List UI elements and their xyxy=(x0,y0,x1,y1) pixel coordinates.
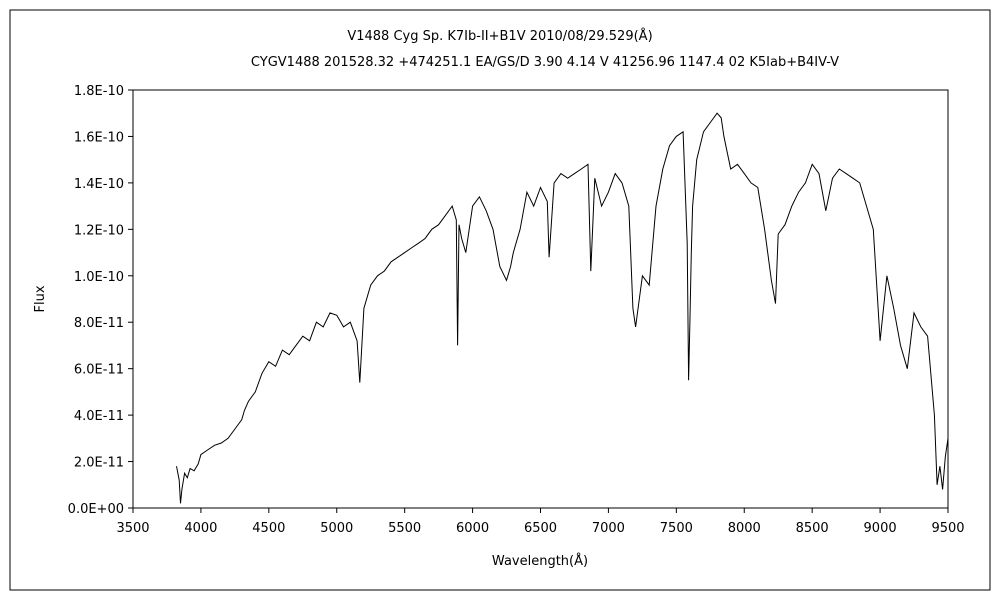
series-line-flux xyxy=(176,112,949,504)
x-tick-label: 4500 xyxy=(252,521,285,536)
y-tick-label: 1.4E-10 xyxy=(74,177,124,192)
x-tick-label: 8000 xyxy=(728,521,761,536)
y-tick-label: 1.0E-10 xyxy=(74,270,124,285)
x-tick-label: 5000 xyxy=(320,521,353,536)
x-tick-label: 9000 xyxy=(864,521,897,536)
x-tick-label: 8500 xyxy=(796,521,829,536)
y-tick-label: 1.8E-10 xyxy=(74,84,124,99)
y-tick-label: 4.0E-11 xyxy=(74,409,124,424)
y-tick-label: 0.0E+00 xyxy=(68,502,124,517)
y-tick-label: 1.6E-10 xyxy=(74,130,124,145)
x-tick-label: 4000 xyxy=(184,521,217,536)
x-tick-label: 5500 xyxy=(388,521,421,536)
x-tick-label: 6000 xyxy=(456,521,489,536)
chart-title: V1488 Cyg Sp. K7Ib-II+B1V 2010/08/29.529… xyxy=(347,28,652,44)
x-tick-label: 7000 xyxy=(592,521,625,536)
x-axis-ticks: 3500 4000 4500 5000 5500 6000 6500 7000 7500 8000… xyxy=(116,508,965,536)
y-axis-label: Flux xyxy=(33,285,48,312)
x-tick-label: 6500 xyxy=(524,521,557,536)
x-tick-label: 9500 xyxy=(931,521,964,536)
x-tick-label: 3500 xyxy=(116,521,149,536)
y-tick-label: 1.2E-10 xyxy=(74,223,124,238)
y-axis-ticks: 0.0E+00 2.0E-11 4.0E-11 6.0E-11 8.0E-11 1.0E-… xyxy=(68,84,133,517)
y-tick-label: 8.0E-11 xyxy=(74,316,124,331)
x-tick-label: 7500 xyxy=(660,521,693,536)
y-tick-label: 2.0E-11 xyxy=(74,456,124,471)
x-axis-label: Wavelength(Å) xyxy=(492,553,588,569)
chart-subtitle: CYGV1488 201528.32 +474251.1 EA/GS/D 3.9… xyxy=(251,55,839,70)
y-tick-label: 6.0E-11 xyxy=(74,363,124,378)
chart-outer-border xyxy=(9,9,991,591)
